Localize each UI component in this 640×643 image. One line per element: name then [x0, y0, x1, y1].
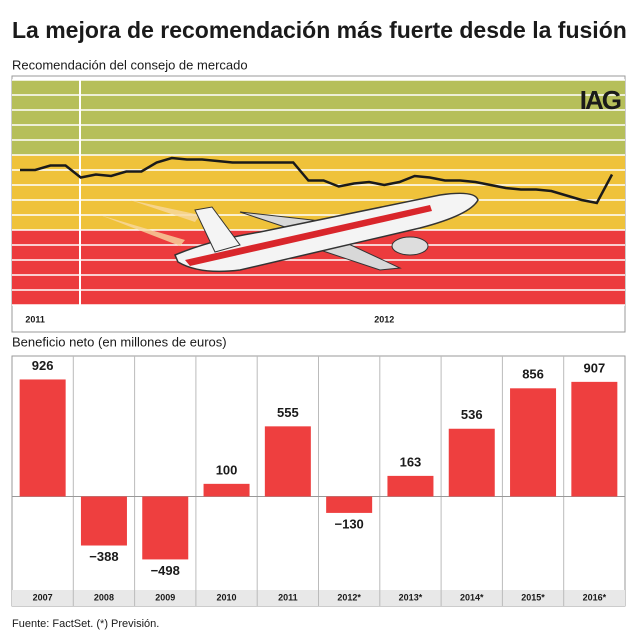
- value-label: 100: [216, 462, 238, 477]
- bar: [19, 379, 66, 497]
- x-tick-label: 2009: [155, 592, 175, 602]
- value-label: 163: [400, 454, 422, 469]
- plane-trail: [100, 200, 200, 246]
- x-tick-label: 2013*: [399, 592, 423, 602]
- bar: [448, 428, 495, 497]
- plane-stripe: [185, 205, 432, 266]
- x-tick-label: 2012: [374, 314, 394, 324]
- bar-chart-title: Beneficio neto (en millones de euros): [12, 334, 227, 349]
- value-label: −130: [335, 516, 364, 531]
- value-label: 555: [277, 405, 299, 420]
- bar-chart: 926 2007 −388 2008 −498 2009 100 2010 555 2011 −13…: [11, 355, 626, 607]
- value-label: 907: [583, 360, 605, 375]
- source: Fuente: FactSet. (*) Previsión.: [12, 618, 159, 630]
- value-label: 536: [461, 407, 483, 422]
- bar: [571, 381, 618, 497]
- bar: [326, 496, 373, 513]
- x-tick-label: 2011: [278, 592, 298, 602]
- value-label: 856: [522, 367, 544, 382]
- plane-engine: [391, 236, 429, 256]
- bar: [264, 426, 311, 497]
- plane-tail: [194, 206, 241, 253]
- x-tick-label: 2007: [33, 592, 53, 602]
- plane-illustration: [100, 192, 479, 273]
- logo: IAG: [580, 85, 621, 115]
- line-chart-title: Recomendación del consejo de mercado: [12, 57, 248, 72]
- bar: [510, 388, 557, 497]
- x-tick-label: 2008: [94, 592, 114, 602]
- bar: [80, 496, 127, 546]
- x-tick-label: 2015*: [521, 592, 545, 602]
- main-title: La mejora de recomendación más fuerte de…: [12, 17, 627, 43]
- recommendation-line: [20, 156, 614, 205]
- bar: [142, 496, 189, 560]
- x-tick-label: 2012*: [337, 592, 361, 602]
- line-chart: 2011 2012 IAG: [11, 75, 626, 333]
- value-label: −498: [151, 563, 180, 578]
- x-tick-label: 2014*: [460, 592, 484, 602]
- x-tick-label: 2010: [217, 592, 237, 602]
- value-label: −388: [89, 549, 118, 564]
- bar: [387, 475, 434, 497]
- x-tick-label: 2011: [25, 314, 45, 324]
- bar: [203, 483, 250, 497]
- band: [12, 155, 625, 230]
- x-tick-label: 2016*: [583, 592, 607, 602]
- value-label: 926: [32, 358, 54, 373]
- band: [12, 80, 625, 155]
